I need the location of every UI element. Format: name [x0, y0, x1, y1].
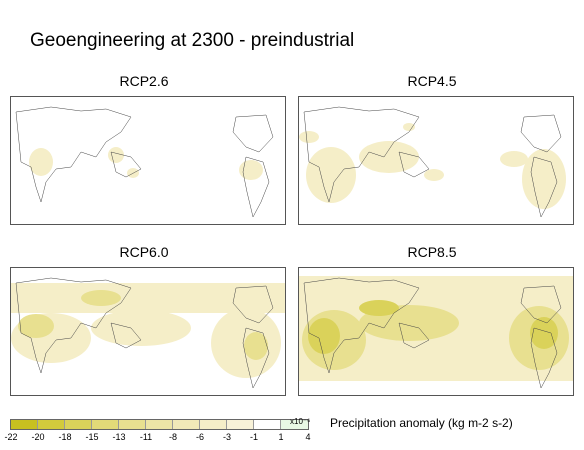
colorbar-tick-label: -8 [168, 432, 178, 442]
panel-title-rcp60: RCP6.0 [119, 244, 169, 260]
colorbar-cell [146, 420, 173, 429]
colorbar-cell [65, 420, 92, 429]
colorbar-label: Precipitation anomaly (kg m-2 s-2) [330, 416, 513, 430]
colorbar-tick-label: 1 [278, 432, 284, 442]
colorbar-tick-label: -11 [139, 432, 153, 442]
colorbar-tick-label: 4 [305, 432, 311, 442]
colorbar-tick-label: -3 [222, 432, 232, 442]
colorbar-cell [173, 420, 200, 429]
colorbar-exponent: x10⁻⁶ [290, 417, 311, 426]
map-rcp85 [298, 267, 574, 396]
colorbar-tick-label: -13 [112, 432, 126, 442]
panel-title-rcp26: RCP2.6 [119, 73, 169, 89]
colorbar-cell [200, 420, 227, 429]
colorbar-tick-label: -6 [195, 432, 205, 442]
colorbar-cell [119, 420, 146, 429]
map-rcp26 [10, 96, 286, 225]
colorbar-tick-label: -22 [4, 432, 18, 442]
colorbar-cell [254, 420, 281, 429]
colorbar-tick-label: -1 [249, 432, 259, 442]
colorbar-cell [11, 420, 38, 429]
colorbar-cell [281, 420, 308, 429]
colorbar-tick-label: -15 [85, 432, 99, 442]
colorbar [10, 419, 309, 430]
panel-title-rcp85: RCP8.5 [407, 244, 457, 260]
colorbar-cell [38, 420, 65, 429]
map-rcp45 [298, 96, 574, 225]
colorbar-ticks: -22 -20 -18 -15 -13 -11 -8 -6 -3 -1 1 4 [0, 432, 584, 444]
map-rcp60 [10, 267, 286, 396]
colorbar-cell [227, 420, 254, 429]
figure-title: Geoengineering at 2300 - preindustrial [30, 30, 355, 51]
colorbar-cell [92, 420, 119, 429]
colorbar-tick-label: -18 [58, 432, 72, 442]
colorbar-tick-label: -20 [31, 432, 45, 442]
panel-title-rcp45: RCP4.5 [407, 73, 457, 89]
